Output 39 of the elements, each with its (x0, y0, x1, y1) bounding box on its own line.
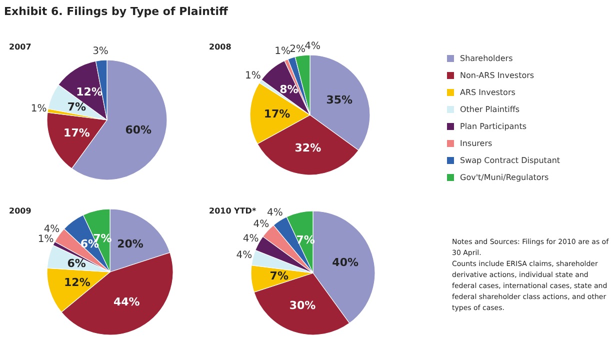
data-label: 1% (30, 104, 47, 115)
legend-label: Swap Contract Disputant (460, 156, 560, 165)
chart-title: 2007 (9, 42, 32, 52)
data-label: 20% (117, 238, 144, 251)
chart-title: 2009 (9, 206, 32, 216)
text: Exhibit 6. Filings by Type of Plaintiff (4, 5, 228, 18)
data-label: 1% (38, 234, 54, 245)
chart-title: 2010 YTD* (209, 206, 257, 216)
legend-label: Shareholders (460, 54, 513, 63)
data-label: 1% (244, 70, 261, 82)
legend-label: Insurers (460, 139, 492, 148)
data-label: 44% (113, 296, 140, 309)
data-label: 30% (289, 298, 316, 312)
data-label: 40% (332, 256, 359, 269)
data-label: 12% (64, 276, 90, 290)
data-label: 4% (44, 224, 60, 235)
legend-label: Plan Participants (460, 122, 527, 131)
data-label: 6% (67, 256, 86, 270)
data-label: 4% (304, 41, 321, 52)
legend-label: ARS Investors (460, 88, 516, 97)
data-label: 7% (67, 100, 86, 114)
data-label: 32% (294, 141, 322, 154)
data-label: 17% (264, 107, 290, 120)
legend-label: Non-ARS Investors (460, 71, 534, 80)
data-label: 4% (267, 208, 283, 219)
data-label: 60% (125, 124, 152, 137)
data-label: 8% (280, 83, 298, 96)
data-label: 4% (242, 233, 259, 244)
data-label: 3% (92, 46, 108, 57)
data-label: 1% (274, 46, 291, 58)
data-label: 35% (326, 94, 353, 107)
data-label: 17% (64, 126, 90, 140)
data-label: 4% (236, 250, 252, 261)
legend-label: Gov't/Muni/Regulators (460, 173, 549, 182)
legend-label: Other Plaintiffs (460, 105, 520, 114)
data-label: 4% (253, 218, 270, 230)
data-label: 2% (290, 44, 306, 55)
data-label: 7% (270, 270, 288, 283)
chart-title: 2008 (209, 42, 232, 52)
